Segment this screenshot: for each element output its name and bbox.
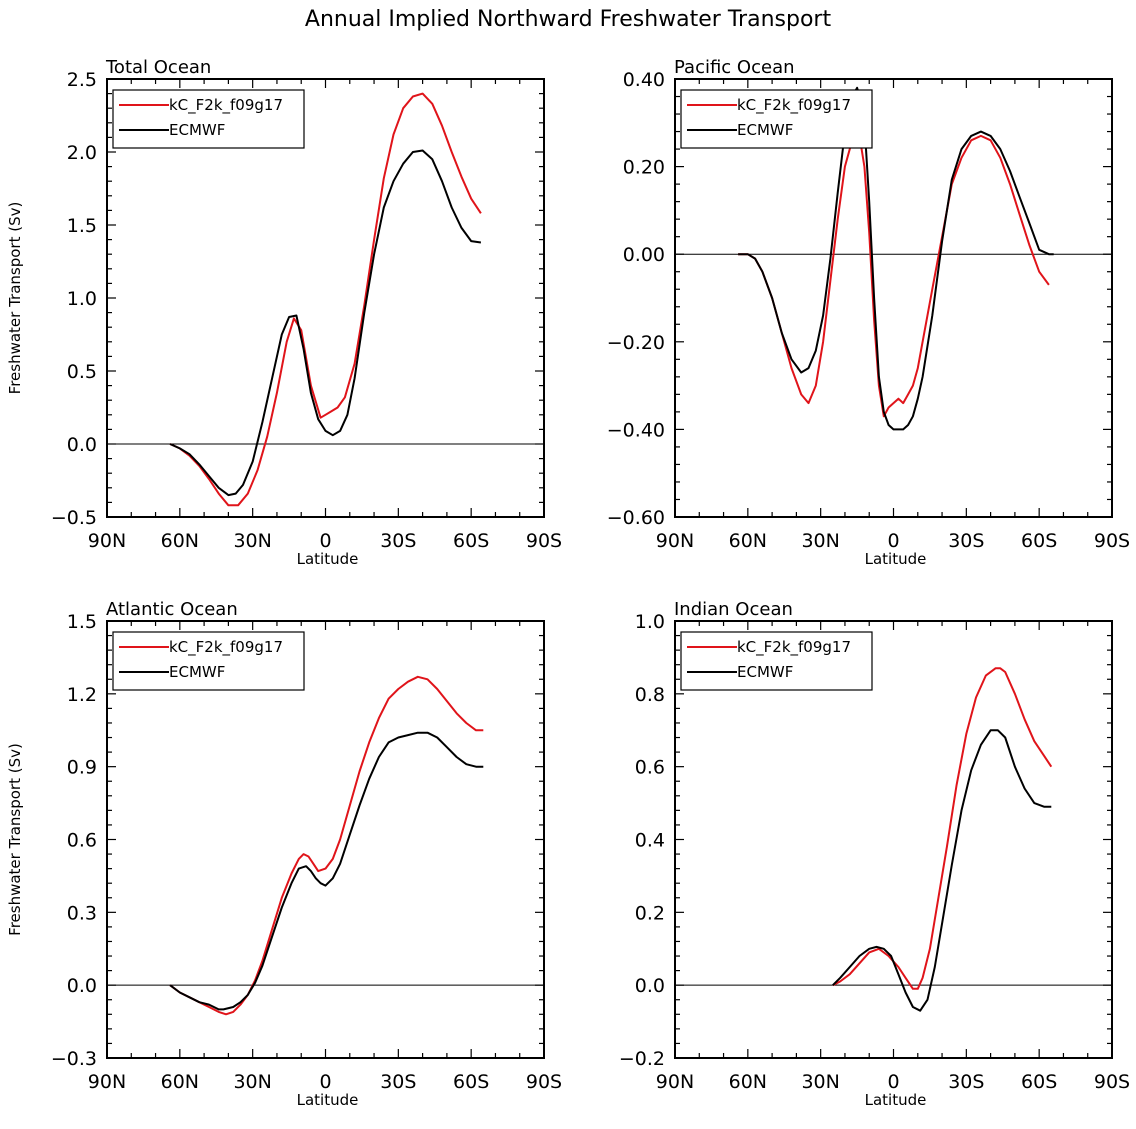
y-tick-label: 0.3 xyxy=(67,902,97,924)
x-tick-label: 30S xyxy=(380,1071,416,1093)
series-line-ecmwf xyxy=(738,86,1054,431)
figure-title: Annual Implied Northward Freshwater Tran… xyxy=(305,7,832,32)
x-tick-label: 0 xyxy=(319,530,331,552)
panel-title: Atlantic Ocean xyxy=(106,599,238,620)
plot-frame xyxy=(106,620,545,1059)
y-tick-label: 1.0 xyxy=(67,288,97,310)
y-tick-label: 1.0 xyxy=(635,611,665,633)
legend-box xyxy=(112,89,305,149)
x-tick-label: 60S xyxy=(453,530,489,552)
legend-label: ECMWF xyxy=(737,121,793,139)
x-tick-label: 60S xyxy=(453,1071,489,1093)
x-tick-label: 30N xyxy=(233,1071,271,1093)
x-axis-label: Latitude xyxy=(297,1091,359,1109)
panel-title: Total Ocean xyxy=(105,57,211,78)
y-tick-label: 0.40 xyxy=(623,69,665,91)
x-tick-label: 90N xyxy=(88,1071,126,1093)
y-tick-label: −0.60 xyxy=(607,507,665,529)
legend-box xyxy=(680,631,873,691)
plot-frame xyxy=(106,78,545,518)
x-tick-label: 90S xyxy=(526,530,562,552)
y-tick-label: 0.9 xyxy=(67,757,97,779)
x-tick-label: 90S xyxy=(1094,530,1130,552)
x-tick-label: 30N xyxy=(801,530,839,552)
series-line-ecmwf xyxy=(169,149,482,497)
legend-label: ECMWF xyxy=(169,121,225,139)
legend-label: kC_F2k_f09g17 xyxy=(169,96,283,115)
x-axis-label: Latitude xyxy=(297,550,359,568)
y-tick-label: −0.20 xyxy=(607,332,665,354)
y-tick-label: 0.6 xyxy=(635,757,665,779)
legend-label: ECMWF xyxy=(169,663,225,681)
panel-4: 90N 60N 30N 0 30S 60S 90S −0.2 0.0 0.2 0.4 0.6 0.8 1.… xyxy=(619,599,1130,1109)
x-tick-label: 60N xyxy=(161,1071,199,1093)
panel-1: 90N 60N 30N 0 30S 60S 90S −0.5 0.0 0.5 1.0 1.5 2.0 2.… xyxy=(6,57,562,568)
x-tick-label: 90N xyxy=(88,530,126,552)
panel-2: 90N 60N 30N 0 30S 60S 90S −0.60 −0.40 −0.20 0.00 0.… xyxy=(607,57,1130,568)
x-tick-label: 0 xyxy=(887,1071,899,1093)
x-tick-label: 90S xyxy=(526,1071,562,1093)
panel-title: Indian Ocean xyxy=(674,599,793,620)
y-tick-label: 0.00 xyxy=(623,244,665,266)
x-tick-label: 60N xyxy=(729,1071,767,1093)
series-line-ecmwf xyxy=(832,729,1052,1012)
y-axis-label: Freshwater Transport (Sv) xyxy=(6,202,24,395)
x-tick-label: 30S xyxy=(380,530,416,552)
legend-box xyxy=(112,631,305,691)
legend-label: ECMWF xyxy=(737,663,793,681)
y-tick-label: 0.8 xyxy=(635,684,665,706)
legend: kC_F2k_f09g17 ECMWF xyxy=(680,89,873,149)
x-tick-label: 90N xyxy=(656,530,694,552)
y-tick-label: 0.0 xyxy=(635,975,665,997)
legend-label: kC_F2k_f09g17 xyxy=(737,96,851,115)
y-tick-label: −0.2 xyxy=(619,1048,665,1070)
series-line-model xyxy=(738,134,1050,418)
y-tick-label: 2.0 xyxy=(67,142,97,164)
series-line-ecmwf xyxy=(169,731,484,1011)
x-tick-label: 0 xyxy=(887,530,899,552)
x-tick-label: 30S xyxy=(948,1071,984,1093)
panel-title: Pacific Ocean xyxy=(674,57,795,78)
y-tick-label: 0.4 xyxy=(635,830,665,852)
legend: kC_F2k_f09g17 ECMWF xyxy=(112,89,305,149)
x-tick-label: 60S xyxy=(1021,530,1057,552)
y-tick-label: 1.5 xyxy=(67,611,97,633)
y-tick-label: 1.5 xyxy=(67,215,97,237)
x-tick-label: 30S xyxy=(948,530,984,552)
y-tick-label: 0.6 xyxy=(67,830,97,852)
panel-3: 90N 60N 30N 0 30S 60S 90S −0.3 0.0 0.3 0.6 0.9 1.2 1.… xyxy=(6,599,562,1109)
y-tick-label: −0.5 xyxy=(51,507,97,529)
plot-frame xyxy=(674,620,1113,1059)
x-tick-label: 90S xyxy=(1094,1071,1130,1093)
y-tick-label: 0.5 xyxy=(67,361,97,383)
y-tick-label: 0.20 xyxy=(623,157,665,179)
y-tick-label: 0.0 xyxy=(67,434,97,456)
x-tick-label: 30N xyxy=(233,530,271,552)
x-tick-label: 60N xyxy=(729,530,767,552)
x-axis-label: Latitude xyxy=(865,1091,927,1109)
y-tick-label: 0.0 xyxy=(67,975,97,997)
plot-frame xyxy=(674,78,1113,518)
series-line-model xyxy=(169,92,482,507)
series-line-model xyxy=(832,667,1053,990)
y-tick-label: −0.40 xyxy=(607,419,665,441)
y-tick-label: −0.3 xyxy=(51,1048,97,1070)
x-tick-label: 60S xyxy=(1021,1071,1057,1093)
x-tick-label: 60N xyxy=(161,530,199,552)
legend-label: kC_F2k_f09g17 xyxy=(169,638,283,657)
y-tick-label: 0.2 xyxy=(635,902,665,924)
legend: kC_F2k_f09g17 ECMWF xyxy=(680,631,873,691)
x-tick-label: 30N xyxy=(801,1071,839,1093)
x-tick-label: 0 xyxy=(319,1071,331,1093)
y-axis-label: Freshwater Transport (Sv) xyxy=(6,743,24,936)
series-line-model xyxy=(169,675,484,1016)
legend-label: kC_F2k_f09g17 xyxy=(737,638,851,657)
legend-box xyxy=(680,89,873,149)
y-tick-label: 1.2 xyxy=(67,684,97,706)
x-axis-label: Latitude xyxy=(865,550,927,568)
x-tick-label: 90N xyxy=(656,1071,694,1093)
y-tick-label: 2.5 xyxy=(67,69,97,91)
legend: kC_F2k_f09g17 ECMWF xyxy=(112,631,305,691)
